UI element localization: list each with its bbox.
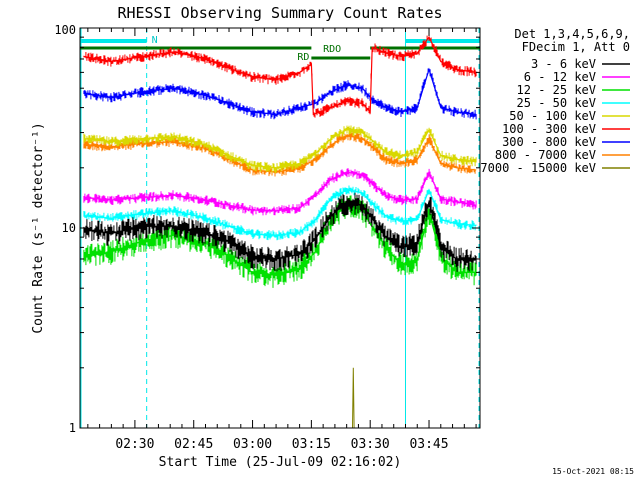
x-tick-label-1: 02:45 xyxy=(174,437,213,452)
x-tick-label-2: 03:00 xyxy=(233,437,272,452)
series-6-12-kev-line xyxy=(83,170,477,212)
legend-header-line-2: FDecim 1, Att 0 xyxy=(522,40,630,54)
y-axis: 1 10 100 xyxy=(54,23,480,435)
series-6-12-kev xyxy=(83,168,477,216)
series-300-800-kev-line xyxy=(83,67,477,116)
series-25-50-kev-line xyxy=(83,188,477,236)
series-7000-15000-kev-line xyxy=(352,367,355,429)
x-tick-label-3: 03:15 xyxy=(292,437,331,452)
series-100-300-kev-line xyxy=(83,36,477,116)
y-tick-label-1: 10 xyxy=(62,221,76,235)
chart-title: RHESSI Observing Summary Count Rates xyxy=(117,4,442,22)
series-3-6-kev-line xyxy=(83,199,477,260)
rdo-label-0: RD xyxy=(297,52,309,63)
legend-label-8: 7000 - 15000 keV xyxy=(480,161,596,175)
x-axis: 02:30 02:45 03:00 03:15 03:30 03:45 xyxy=(87,28,477,452)
x-tick-label-5: 03:45 xyxy=(409,437,448,452)
legend-label-2: 12 - 25 keV xyxy=(517,83,596,97)
legend-label-6: 300 - 800 keV xyxy=(502,135,596,149)
x-tick-label-4: 03:30 xyxy=(351,437,390,452)
series-50-100-kev xyxy=(83,125,477,173)
series-3-6-kev xyxy=(83,192,477,272)
plot-area: N RD RDO xyxy=(80,28,480,429)
legend-label-5: 100 - 300 keV xyxy=(502,122,596,136)
x-axis-label: Start Time (25-Jul-09 02:16:02) xyxy=(159,455,402,470)
series-50-100-kev-line xyxy=(83,128,477,169)
rdo-label-1: RDO xyxy=(323,44,341,55)
y-tick-label-2: 100 xyxy=(54,23,76,37)
series-100-300-kev xyxy=(83,35,477,118)
legend: Det 1,3,4,5,6,9, FDecim 1, Att 0 3 - 6 k… xyxy=(480,27,630,175)
legend-label-0: 3 - 6 keV xyxy=(531,57,596,71)
y-tick-label-0: 1 xyxy=(69,421,76,435)
legend-label-3: 25 - 50 keV xyxy=(517,96,596,110)
x-tick-label-0: 02:30 xyxy=(115,437,154,452)
legend-label-4: 50 - 100 keV xyxy=(509,109,596,123)
y-axis-label: Count Rate (s⁻¹ detector⁻¹) xyxy=(31,122,46,333)
footer-timestamp: 15-Oct-2021 08:15 xyxy=(552,467,634,476)
series-7000-15000-kev xyxy=(352,367,355,429)
legend-label-1: 6 - 12 keV xyxy=(524,70,596,84)
series-25-50-kev xyxy=(83,185,477,241)
series-800-7000-kev-line xyxy=(83,134,477,173)
series-6-12-kev-band xyxy=(83,168,477,216)
attenuator-label: N xyxy=(152,35,158,46)
series-50-100-kev-band xyxy=(83,125,477,173)
series-300-800-kev xyxy=(83,67,477,120)
legend-header-line-1: Det 1,3,4,5,6,9, xyxy=(514,27,630,41)
legend-label-7: 800 - 7000 keV xyxy=(495,148,596,162)
